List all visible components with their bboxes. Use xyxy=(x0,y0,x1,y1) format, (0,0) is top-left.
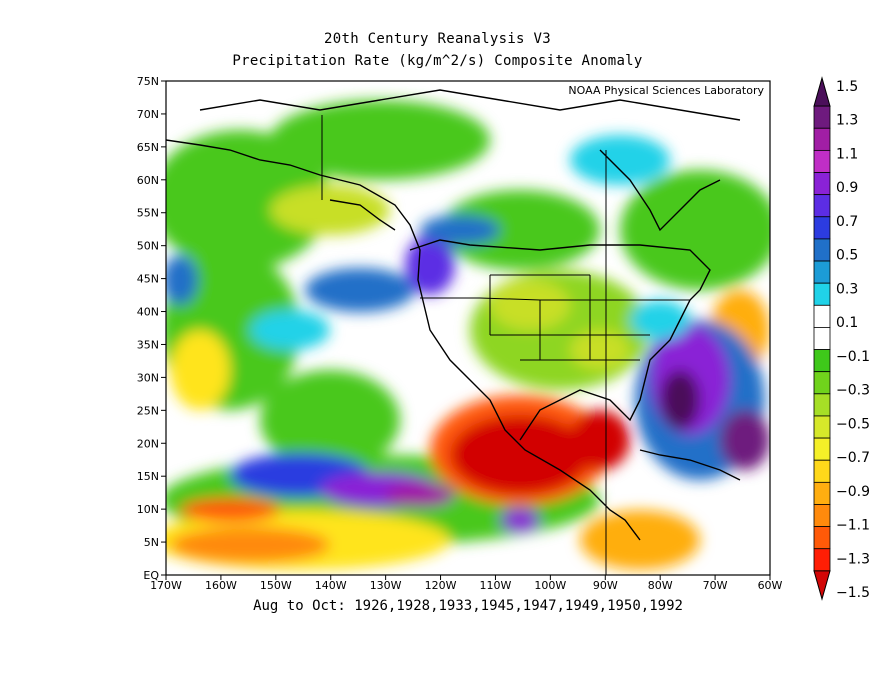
colorbar: 1.5 1.3 1.1 0.9 0.7 0.5 0.3 0.1 −0.1 −0.3 −0.5 −0.7… xyxy=(813,76,870,601)
colorbar-label: 0.5 xyxy=(836,248,858,264)
colorbar-swatch xyxy=(813,437,831,461)
colorbar-swatch xyxy=(813,393,831,417)
colorbar-label: 0.3 xyxy=(836,281,858,297)
lat-tick-label: 75N xyxy=(137,75,159,88)
lon-tick-label: 140W xyxy=(315,579,347,592)
colorbar-swatch xyxy=(813,481,831,505)
lat-tick-label: 20N xyxy=(137,437,159,450)
lon-tick-label: 150W xyxy=(260,579,292,592)
colorbar-swatch xyxy=(813,415,831,439)
lat-tick-label: EQ xyxy=(143,569,159,582)
colorbar-label: −0.7 xyxy=(836,450,870,466)
colorbar-swatch xyxy=(813,349,831,373)
colorbar-swatch xyxy=(813,282,831,306)
lon-tick-label: 70W xyxy=(703,579,728,592)
colorbar-label: −0.1 xyxy=(836,349,870,365)
lat-tick-label: 25N xyxy=(137,404,159,417)
colorbar-swatch xyxy=(813,570,831,601)
lon-tick-label: 170W xyxy=(150,579,182,592)
lon-tick-label: 90W xyxy=(593,579,618,592)
colorbar-label: −1.1 xyxy=(836,518,870,534)
coastlines xyxy=(166,89,741,541)
colorbar-label: −0.5 xyxy=(836,416,870,432)
lat-tick-label: 55N xyxy=(137,207,159,220)
colorbar-label: 1.1 xyxy=(836,146,858,162)
lon-tick-label: 160W xyxy=(205,579,237,592)
colorbar-swatch xyxy=(813,327,831,350)
colorbar-swatch xyxy=(813,526,831,550)
colorbar-swatch xyxy=(813,304,831,328)
colorbar-swatch xyxy=(813,504,831,528)
lon-tick-label: 120W xyxy=(425,579,457,592)
political-borders xyxy=(321,115,690,575)
colorbar-label: 0.9 xyxy=(836,180,858,196)
lat-tick-label: 45N xyxy=(137,273,159,286)
colorbar-swatch xyxy=(813,127,831,151)
lat-tick-label: 5N xyxy=(144,536,159,549)
lat-tick-label: 15N xyxy=(137,470,159,483)
colorbar-swatch xyxy=(813,194,831,218)
longitude-axis: 170W 160W 150W 140W 130W 120W 110W 100W 90W 80W 70… xyxy=(150,575,783,592)
lat-tick-label: 40N xyxy=(137,306,159,319)
lat-tick-label: 35N xyxy=(137,338,159,351)
colorbar-label: 1.5 xyxy=(836,79,858,95)
colorbar-swatch xyxy=(813,105,831,129)
colorbar-swatch xyxy=(813,216,831,240)
lat-tick-label: 60N xyxy=(137,174,159,187)
colorbar-swatch xyxy=(813,149,831,173)
credit-label: NOAA Physical Sciences Laboratory xyxy=(568,84,764,97)
date-range-caption: Aug to Oct: 1926,1928,1933,1945,1947,194… xyxy=(253,598,683,614)
lat-tick-label: 50N xyxy=(137,240,159,253)
colorbar-label: 0.7 xyxy=(836,214,858,230)
lon-tick-label: 60W xyxy=(758,579,783,592)
lat-tick-label: 70N xyxy=(137,108,159,121)
latitude-axis: 75N 70N 65N 60N 55N 50N 45N 40N 35N 30N 25N 20N 15N 1… xyxy=(137,75,166,582)
title-line-1: 20th Century Reanalysis V3 xyxy=(324,31,551,47)
colorbar-swatch xyxy=(813,459,831,483)
colorbar-label: −0.3 xyxy=(836,383,870,399)
colorbar-label: 1.3 xyxy=(836,113,858,129)
colorbar-swatch xyxy=(813,260,831,284)
lon-tick-label: 100W xyxy=(534,579,566,592)
colorbar-label: −1.3 xyxy=(836,551,870,567)
colorbar-swatch xyxy=(813,76,831,107)
anomaly-field xyxy=(166,81,770,575)
colorbar-swatch xyxy=(813,371,831,395)
colorbar-swatch xyxy=(813,238,831,262)
lat-tick-label: 30N xyxy=(137,371,159,384)
lat-tick-label: 10N xyxy=(137,503,159,516)
title-line-2: Precipitation Rate (kg/m^2/s) Composite … xyxy=(232,53,643,69)
map-frame xyxy=(165,80,771,576)
colorbar-swatch xyxy=(813,548,831,572)
colorbar-swatch xyxy=(813,172,831,196)
lon-tick-label: 80W xyxy=(648,579,673,592)
lon-tick-label: 110W xyxy=(480,579,512,592)
colorbar-label: 0.1 xyxy=(836,315,858,331)
lon-tick-label: 130W xyxy=(370,579,402,592)
colorbar-label: −1.5 xyxy=(836,585,870,601)
lat-tick-label: 65N xyxy=(137,141,159,154)
colorbar-label: −0.9 xyxy=(836,484,870,500)
